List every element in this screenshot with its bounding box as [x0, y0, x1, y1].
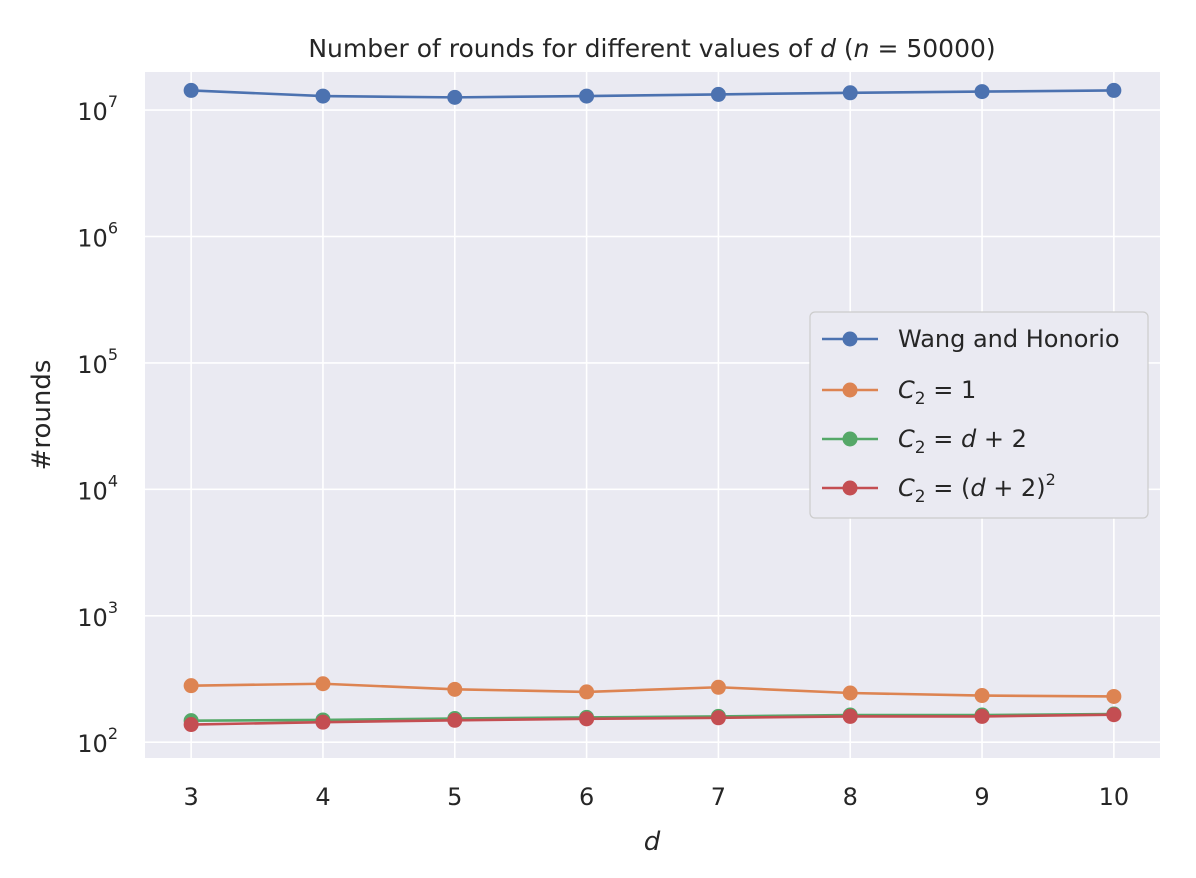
x-tick-label: 3	[183, 783, 198, 811]
data-point	[974, 688, 990, 704]
legend: Wang and Honorio C2 = 1 C2 = d + 2 C2 = (d …	[809, 311, 1149, 519]
data-point	[183, 82, 199, 98]
x-axis-label: d	[644, 827, 661, 857]
y-tick-label: 103	[77, 598, 118, 632]
data-point	[579, 711, 595, 727]
data-point	[974, 84, 990, 100]
data-point	[315, 714, 331, 730]
legend-entry-1: Wang and Honorio	[822, 325, 1120, 353]
data-point	[315, 676, 331, 692]
legend-box	[809, 311, 1149, 519]
data-point	[1106, 688, 1122, 704]
legend-label: C2 = d + 2	[898, 425, 1027, 458]
data-point	[1106, 707, 1122, 723]
data-point	[974, 708, 990, 724]
legend-entry-3: C2 = d + 2	[822, 425, 1027, 458]
x-tick-label: 5	[447, 783, 462, 811]
data-point	[842, 85, 858, 101]
y-tick-label: 105	[77, 345, 118, 379]
data-point	[183, 678, 199, 694]
series-layer	[183, 82, 1122, 733]
legend-marker	[842, 480, 858, 496]
y-axis-label: #rounds	[27, 360, 57, 471]
series-1	[183, 82, 1122, 105]
data-point	[842, 708, 858, 724]
legend-entry-2: C2 = 1	[822, 376, 976, 409]
legend-entry-4: C2 = (d + 2)2	[822, 470, 1056, 507]
data-point	[579, 88, 595, 104]
legend-marker	[842, 331, 858, 347]
x-tick-label: 6	[579, 783, 594, 811]
legend-label: C2 = 1	[898, 376, 976, 409]
series-line	[191, 682, 1114, 698]
series-2	[183, 676, 1122, 704]
series-line	[191, 89, 1114, 99]
data-point	[183, 717, 199, 733]
data-point	[579, 684, 595, 700]
chart-title: Number of rounds for different values of…	[308, 34, 995, 63]
x-tick-label: 4	[315, 783, 330, 811]
series-4	[183, 707, 1122, 733]
data-point	[447, 712, 463, 728]
data-point	[447, 681, 463, 697]
data-point	[1106, 82, 1122, 98]
data-point	[710, 679, 726, 695]
legend-label: C2 = (d + 2)2	[898, 470, 1056, 507]
y-tick-label: 102	[77, 724, 118, 758]
legend-marker	[842, 382, 858, 398]
data-point	[710, 86, 726, 102]
y-tick-label: 107	[77, 92, 118, 126]
series-line	[191, 712, 1114, 722]
data-point	[710, 710, 726, 726]
x-tick-labels: 3 4 5 6 7 8 9 10	[183, 783, 1129, 811]
legend-marker	[842, 431, 858, 447]
y-tick-label: 106	[77, 218, 118, 252]
x-tick-label: 9	[974, 783, 989, 811]
x-tick-label: 8	[843, 783, 858, 811]
legend-label: Wang and Honorio	[898, 325, 1120, 353]
y-tick-label: 104	[77, 471, 118, 505]
x-tick-label: 7	[711, 783, 726, 811]
y-tick-labels: 102 103 104 105 106 107	[77, 92, 118, 758]
x-tick-label: 10	[1099, 783, 1130, 811]
data-point	[842, 685, 858, 701]
series-line	[191, 713, 1114, 726]
data-point	[315, 88, 331, 104]
data-point	[447, 89, 463, 105]
